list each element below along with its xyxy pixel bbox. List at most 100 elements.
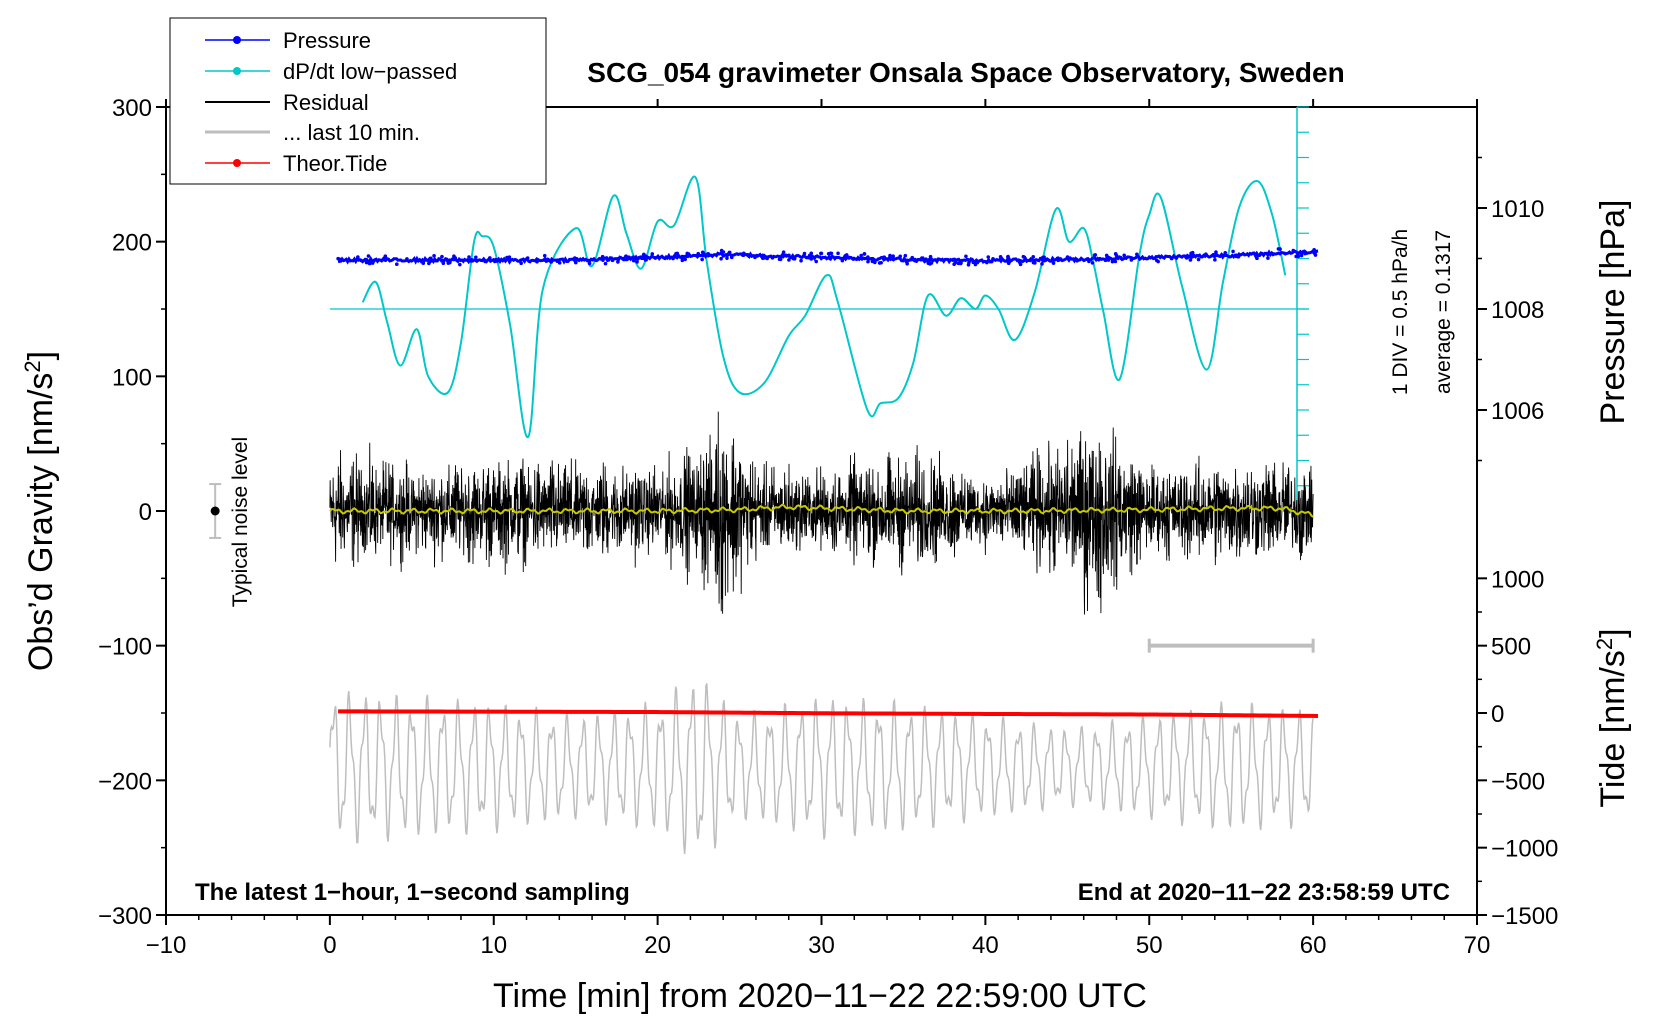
pressure-point xyxy=(1266,256,1270,260)
pressure-point xyxy=(1283,251,1287,256)
pressure-point xyxy=(1303,251,1307,256)
bottom-right-label: End at 2020−11−22 23:58:59 UTC xyxy=(1078,879,1450,906)
pressure-point xyxy=(998,254,1003,259)
pressure-tick-label: 1010 xyxy=(1491,196,1544,223)
pressure-point xyxy=(680,258,685,263)
tide-tick-label: 500 xyxy=(1491,634,1531,661)
legend-label-pressure: Pressure xyxy=(283,28,371,53)
y-tick-label: 100 xyxy=(112,364,152,391)
dpdt-average-annotation: average = 0.1317 xyxy=(1432,230,1455,394)
pressure-point xyxy=(928,262,932,266)
pressure-point xyxy=(542,258,547,262)
legend-item-last10: ... last 10 min. xyxy=(205,120,420,145)
pressure-point xyxy=(1214,250,1218,254)
pressure-tick-label: 1006 xyxy=(1491,398,1544,425)
pressure-point xyxy=(819,251,823,256)
y-axis-label-main: Obs’d Gravity [nm/s xyxy=(22,373,60,672)
pressure-point xyxy=(675,251,680,256)
pressure-point xyxy=(1135,252,1139,257)
pressure-point xyxy=(1213,258,1217,262)
pressure-point xyxy=(1196,257,1201,262)
pressure-point xyxy=(519,261,523,266)
pressure-point xyxy=(1190,250,1195,255)
x-tick-label: 50 xyxy=(1136,932,1163,959)
pressure-point xyxy=(1270,251,1275,256)
pressure-point xyxy=(1110,259,1115,264)
legend-item-tide: Theor.Tide xyxy=(205,151,387,176)
pressure-point xyxy=(359,258,363,263)
right-axis-ticks: 1006 1008 1010 −1500 −1000 −500 0 500 1000 xyxy=(1477,156,1558,930)
pressure-point xyxy=(1040,262,1044,266)
pressure-point xyxy=(1087,259,1091,264)
pressure-point xyxy=(1169,256,1174,261)
pressure-point xyxy=(440,254,444,259)
pressure-point xyxy=(866,259,870,264)
pressure-point xyxy=(1096,257,1101,262)
dpdt-scale-annotation: 1 DIV = 0.5 hPa/h xyxy=(1389,229,1412,395)
pressure-point xyxy=(1113,252,1118,256)
pressure-point xyxy=(953,261,958,265)
pressure-point xyxy=(975,260,980,265)
legend-item-dpdt: dP/dt low−passed xyxy=(205,59,457,84)
pressure-point xyxy=(626,256,630,261)
pressure-point xyxy=(382,256,387,261)
pressure-axis-label: Pressure [hPa] xyxy=(1594,200,1632,425)
pressure-point xyxy=(922,259,927,263)
pressure-point xyxy=(986,255,991,259)
pressure-point xyxy=(950,258,955,262)
x-tick-label: 20 xyxy=(644,932,671,959)
pressure-point xyxy=(971,260,975,265)
pressure-point xyxy=(1259,252,1263,256)
pressure-point xyxy=(601,258,605,262)
pressure-line xyxy=(337,249,1319,265)
theoretical-tide-line xyxy=(338,709,1319,718)
pressure-point xyxy=(1185,255,1189,260)
legend-marker-dpdt xyxy=(233,67,241,75)
y-tick-label: 0 xyxy=(139,499,152,526)
y-tick-label: 300 xyxy=(112,95,152,122)
pressure-point xyxy=(622,257,626,262)
x-tick-label: 40 xyxy=(972,932,999,959)
bottom-left-label: The latest 1−hour, 1−second sampling xyxy=(195,879,630,906)
pressure-point xyxy=(1223,250,1228,255)
chart-title: SCG_054 gravimeter Onsala Space Observat… xyxy=(587,57,1344,88)
pressure-point xyxy=(1312,247,1316,252)
pressure-point xyxy=(1236,254,1241,259)
dpdt-series xyxy=(361,175,1287,438)
x-tick-label: −10 xyxy=(146,932,187,959)
pressure-point xyxy=(792,256,797,261)
pressure-point xyxy=(337,257,342,261)
pressure-point xyxy=(859,253,863,258)
pressure-point xyxy=(806,255,811,260)
pressure-point xyxy=(1129,258,1134,262)
pressure-point xyxy=(1313,253,1318,257)
pressure-point xyxy=(441,261,446,266)
pressure-point xyxy=(1006,261,1011,266)
pressure-point xyxy=(671,256,675,261)
pressure-point xyxy=(1291,248,1296,253)
y-axis-ticks: −300 −200 −100 0 100 200 300 xyxy=(98,95,166,930)
tide-axis-label-sup: 2 xyxy=(1592,638,1617,650)
pressure-point xyxy=(967,260,971,265)
pressure-point xyxy=(474,255,478,260)
pressure-point xyxy=(847,256,851,260)
pressure-point xyxy=(604,256,609,260)
pressure-point xyxy=(906,258,910,263)
pressure-point xyxy=(1214,253,1219,257)
y-axis-label-sup: 2 xyxy=(20,360,45,372)
pressure-point xyxy=(421,261,426,266)
pressure-point xyxy=(706,251,711,256)
x-axis-ticks: −10 0 10 20 30 40 50 60 70 xyxy=(146,99,1490,959)
residual-smoothed-line xyxy=(329,503,1314,518)
pressure-point xyxy=(452,254,456,259)
y-tick-label: 200 xyxy=(112,230,152,257)
legend-label-tide: Theor.Tide xyxy=(283,151,387,176)
pressure-point xyxy=(1044,257,1048,262)
pressure-point xyxy=(624,254,628,258)
pressure-point xyxy=(656,255,660,259)
noise-level-label: Typical noise level xyxy=(229,437,252,607)
pressure-point xyxy=(1188,258,1193,262)
pressure-point xyxy=(685,253,690,257)
pressure-point xyxy=(745,253,750,257)
